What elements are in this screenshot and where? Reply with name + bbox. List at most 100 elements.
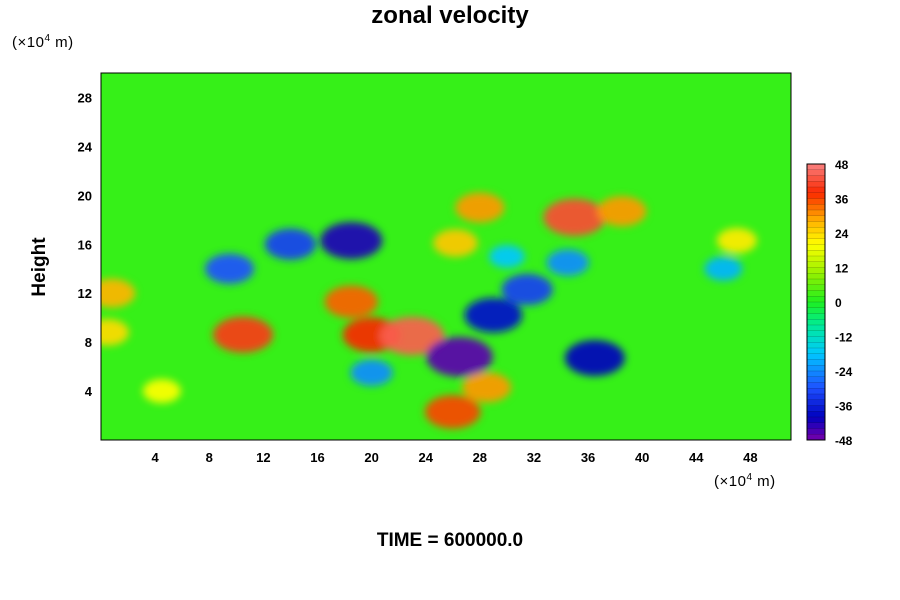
colorbar-segment [807, 227, 825, 234]
colorbar-segment [807, 284, 825, 291]
colorbar-segment [807, 215, 825, 222]
plot-frame [100, 72, 792, 441]
field-feature [433, 229, 478, 257]
colorbar-segment [807, 244, 825, 251]
y-unit-tail: m) [50, 34, 74, 51]
colorbar-segment [807, 348, 825, 355]
colorbar-segment [807, 353, 825, 360]
colorbar-segment [807, 405, 825, 412]
field-feature [543, 198, 606, 236]
colorbar-segment [807, 371, 825, 378]
field-feature [264, 228, 317, 260]
colorbar-segment [807, 325, 825, 332]
colorbar-segment [807, 342, 825, 349]
field-feature [464, 297, 523, 333]
colorbar-segment [807, 422, 825, 429]
field-background [101, 73, 791, 440]
field-feature [350, 359, 393, 386]
colorbar-tick-label: 48 [835, 158, 849, 172]
x-tick-label: 4 [152, 450, 160, 465]
x-tick-label: 32 [527, 450, 541, 465]
y-tick-label: 20 [78, 188, 92, 203]
field-feature [101, 278, 136, 308]
field-feature [488, 245, 525, 268]
chart-title: zonal velocity [371, 2, 529, 29]
colorbar-frame [806, 163, 826, 441]
field-feature [597, 196, 647, 227]
plot-area [101, 73, 791, 440]
colorbar-segment [807, 330, 825, 337]
field-feature [564, 340, 625, 377]
colorbar-segment [807, 181, 825, 188]
y-axis-unit: (×104 m) [12, 33, 74, 51]
x-tick-label: 24 [418, 450, 433, 465]
colorbar-segment [807, 336, 825, 343]
x-unit-text: (×10 [714, 473, 747, 490]
colorbar-segment [807, 290, 825, 297]
colorbar-segment [807, 388, 825, 395]
x-tick-label: 40 [635, 450, 649, 465]
y-tick-label: 16 [78, 237, 92, 252]
x-tick-label: 12 [256, 450, 270, 465]
colorbar-segment [807, 428, 825, 435]
colorbar-segment [807, 411, 825, 418]
colorbar-segment [807, 359, 825, 366]
y-tick-label: 24 [78, 139, 93, 154]
colorbar-segment [807, 192, 825, 199]
field-feature [426, 337, 493, 377]
colorbar-segment [807, 279, 825, 286]
field-feature [142, 379, 181, 404]
colorbar-tick-label: -36 [835, 400, 853, 414]
colorbar-segment [807, 198, 825, 205]
colorbar-segment [807, 164, 825, 171]
x-unit-exponent: 4 [746, 472, 753, 483]
colorbar-segment [807, 319, 825, 326]
x-tick-label: 48 [743, 450, 757, 465]
field-feature [324, 285, 378, 318]
colorbar-tick-label: -12 [835, 331, 853, 345]
field-feature [101, 319, 129, 346]
field-feature [501, 273, 553, 306]
y-tick-label: 8 [85, 335, 92, 350]
colorbar-tick-label: 24 [835, 227, 849, 241]
y-unit-text: (×10 [12, 34, 45, 51]
colorbar-segment [807, 296, 825, 303]
colorbar-segment [807, 256, 825, 263]
colorbar: 48 36 24 12 0 -12 -24 -36 -48 [806, 158, 853, 448]
field-feature [213, 316, 274, 353]
colorbar-tick-label: -48 [835, 434, 853, 448]
colorbar-segment [807, 175, 825, 182]
y-tick-label: 4 [85, 384, 93, 399]
field-feature [205, 253, 255, 284]
field-features [101, 192, 757, 429]
field-feature [455, 192, 505, 223]
field-feature [716, 227, 757, 254]
field-feature [546, 249, 589, 276]
colorbar-segment [807, 187, 825, 194]
y-tick-label: 28 [78, 90, 92, 105]
x-tick-label: 28 [473, 450, 487, 465]
colorbar-segment [807, 399, 825, 406]
colorbar-segment [807, 221, 825, 228]
x-tick-label: 44 [689, 450, 704, 465]
colorbar-segment [807, 261, 825, 268]
field-feature [320, 221, 383, 260]
colorbar-segment [807, 233, 825, 240]
colorbar-segment [807, 169, 825, 176]
colorbar-tick-label: 36 [835, 193, 849, 207]
colorbar-segment [807, 417, 825, 424]
colorbar-tick-label: 0 [835, 296, 842, 310]
x-tick-labels: 4 8 12 16 20 24 28 32 36 40 44 48 [152, 450, 758, 465]
x-tick-label: 8 [206, 450, 213, 465]
colorbar-segment [807, 238, 825, 245]
y-tick-label: 12 [78, 286, 92, 301]
colorbar-segment [807, 365, 825, 372]
y-tick-labels: 4 8 12 16 20 24 28 [78, 90, 93, 399]
x-unit-tail: m) [752, 473, 776, 490]
x-tick-label: 16 [310, 450, 324, 465]
colorbar-segment [807, 394, 825, 401]
field-feature [704, 256, 743, 281]
colorbar-segment [807, 307, 825, 314]
field-feature [424, 395, 481, 429]
